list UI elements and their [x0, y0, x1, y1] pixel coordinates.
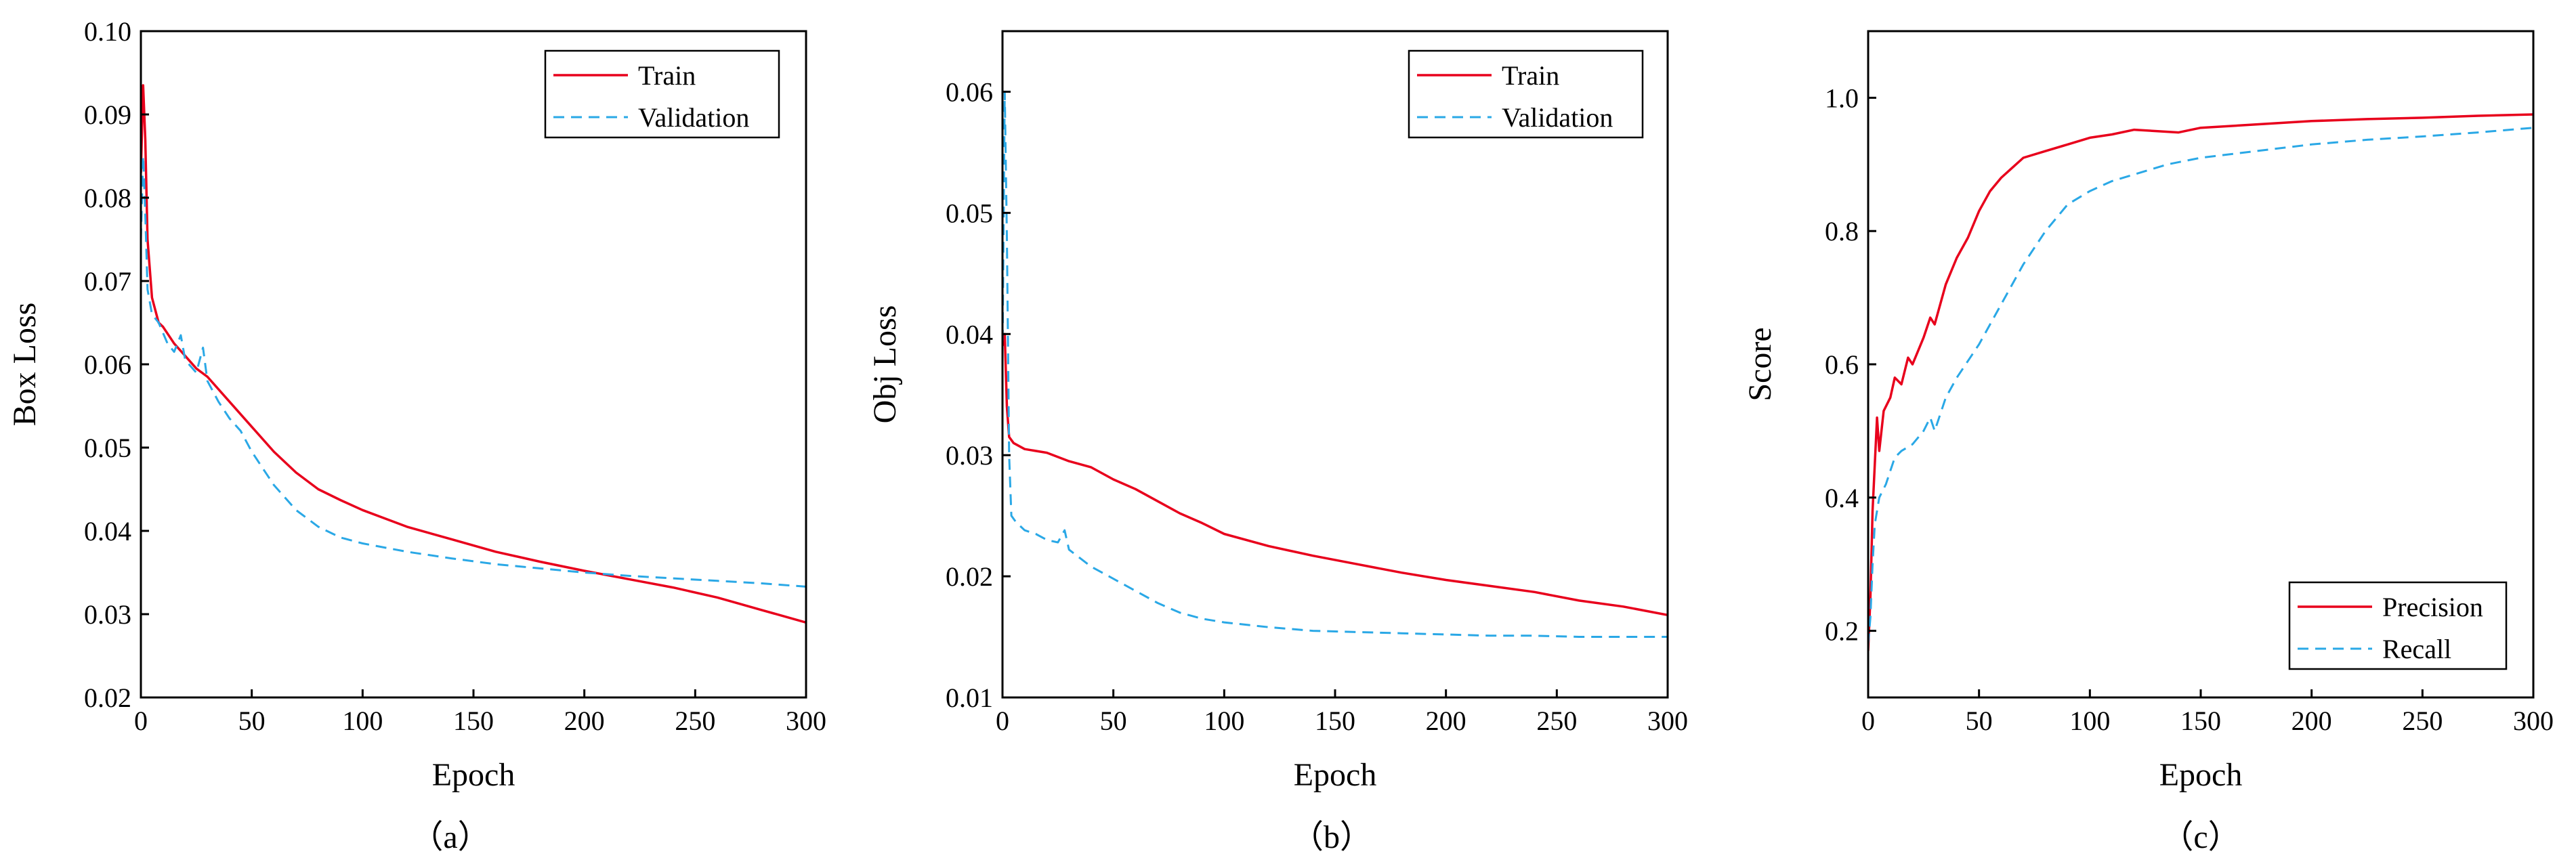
y-tick-label: 0.03 [946, 440, 993, 471]
x-tick-label: 300 [2513, 706, 2554, 736]
x-tick-label: 50 [1100, 706, 1127, 736]
x-tick-label: 250 [2402, 706, 2443, 736]
x-tick-label: 200 [1426, 706, 1466, 736]
y-tick-label: 0.02 [946, 561, 993, 592]
x-axis-label: Epoch [432, 757, 515, 793]
y-tick-label: 0.8 [1825, 216, 1859, 246]
legend-box [2288, 581, 2508, 670]
x-tick-label: 300 [786, 706, 826, 736]
y-axis-label: Obj Loss [867, 305, 903, 424]
y-tick-label: 0.2 [1825, 616, 1859, 647]
y-tick-label: 0.04 [84, 516, 131, 546]
x-tick-label: 200 [564, 706, 605, 736]
y-tick-label: 1.0 [1825, 83, 1859, 113]
x-tick-label: 50 [238, 706, 266, 736]
y-axis-label: Score [1742, 327, 1778, 401]
y-tick-label: 0.06 [84, 349, 131, 380]
y-tick-label: 0.03 [84, 599, 131, 630]
y-tick-label: 0.4 [1825, 483, 1859, 513]
x-tick-label: 100 [342, 706, 383, 736]
legend: Train Validation [544, 49, 780, 139]
y-tick-label: 0.09 [84, 100, 131, 130]
legend-box [1408, 49, 1644, 139]
chart-panel-2: 0 50 100 150 200 250 300 0.01 0.02 0.03 0.04 0.05 0.… [867, 30, 1688, 855]
series-line-validation [141, 155, 806, 588]
y-tick-label: 0.05 [946, 198, 993, 228]
legend: Precision Recall [2288, 581, 2508, 670]
y-tick-label: 0.06 [946, 77, 993, 107]
legend-label-train: Train [638, 60, 696, 91]
y-tick-label: 0.04 [946, 319, 993, 349]
y-tick-label: 0.05 [84, 433, 131, 463]
x-tick-label: 50 [1966, 706, 1993, 736]
series-line-validation [1002, 91, 1668, 638]
panel-caption: （c） [2161, 819, 2240, 855]
x-axis-label: Epoch [2159, 757, 2243, 793]
x-tick-label: 0 [996, 706, 1009, 736]
chart-panel-1: 0 50 100 150 200 250 300 0.02 0.03 0.04 0.05 0.06 0.… [7, 16, 826, 855]
legend-label-validation: Validation [1502, 102, 1613, 133]
x-tick-label: 100 [2069, 706, 2110, 736]
legend-label-recall: Recall [2382, 634, 2451, 664]
y-tick-label: 0.02 [84, 683, 131, 713]
legend: Train Validation [1408, 49, 1644, 139]
panel-caption: （b） [1291, 819, 1372, 855]
x-tick-label: 200 [2292, 706, 2332, 736]
x-tick-label: 0 [1861, 706, 1875, 736]
legend-label-validation: Validation [638, 102, 749, 133]
y-tick-label: 0.01 [946, 683, 993, 713]
y-tick-label: 0.10 [84, 16, 131, 47]
chart-panel-3: 0 50 100 150 200 250 300 0.2 0.4 0.6 0.8 1.0 Epoch Sc… [1742, 30, 2554, 855]
legend-label-train: Train [1502, 60, 1559, 91]
series-line-train [1002, 332, 1668, 617]
x-axis-label: Epoch [1294, 757, 1377, 793]
legend-label-precision: Precision [2382, 592, 2483, 622]
y-axis-label: Box Loss [7, 303, 43, 427]
x-tick-label: 0 [134, 706, 148, 736]
x-tick-label: 150 [1315, 706, 1355, 736]
y-tick-label: 0.08 [84, 183, 131, 213]
panel-caption: （a） [410, 819, 490, 855]
x-tick-label: 150 [453, 706, 494, 736]
x-tick-label: 300 [1647, 706, 1688, 736]
y-tick-label: 0.07 [84, 266, 131, 297]
y-tick-label: 0.6 [1825, 349, 1859, 380]
x-tick-label: 100 [1204, 706, 1244, 736]
legend-box [544, 49, 780, 139]
series-line-recall [1868, 127, 2533, 645]
x-tick-label: 150 [2180, 706, 2221, 736]
x-tick-label: 250 [675, 706, 715, 736]
series-line-precision [1868, 113, 2533, 651]
x-tick-label: 250 [1536, 706, 1577, 736]
